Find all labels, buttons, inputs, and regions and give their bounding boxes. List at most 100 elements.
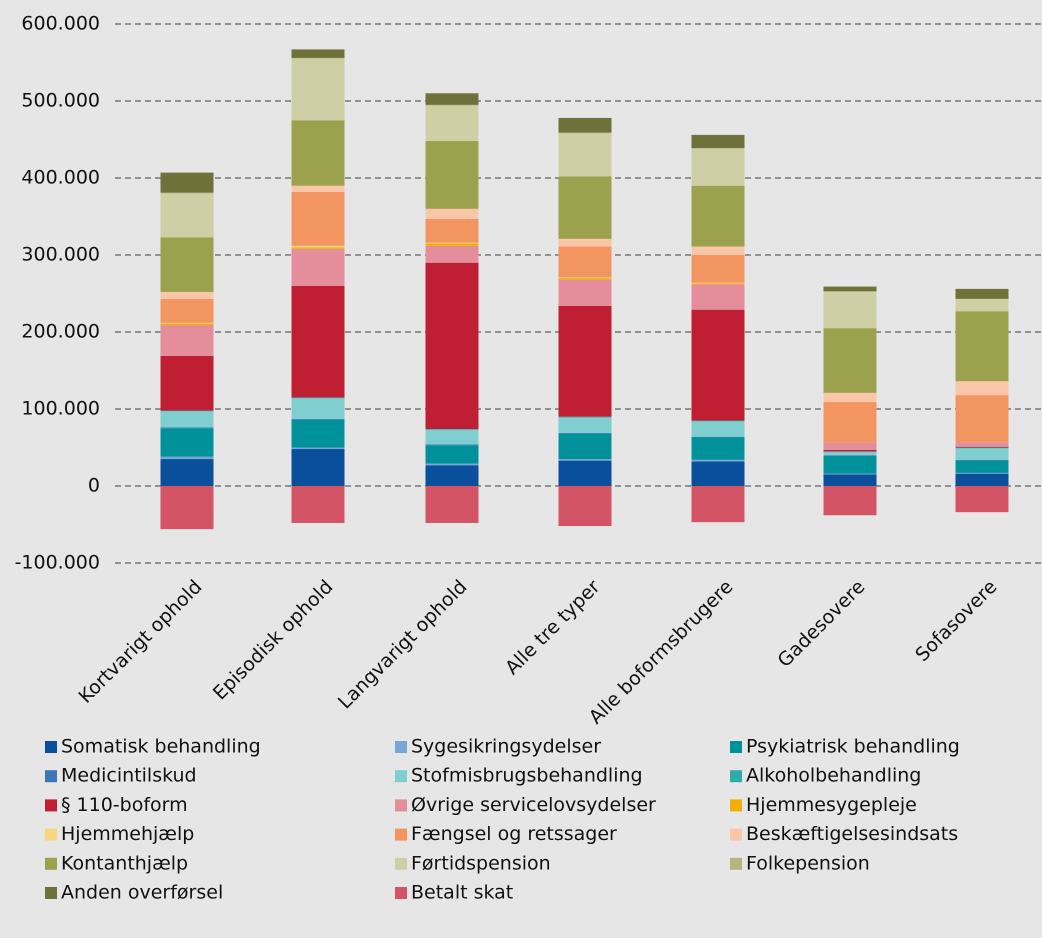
bar-segment <box>823 402 877 443</box>
bar-segment <box>291 248 345 286</box>
bar-segment <box>160 486 214 530</box>
bar-segment <box>291 49 345 58</box>
legend-label: Sygesikringsydelser <box>411 736 601 758</box>
bar-segment <box>955 446 1009 448</box>
bar-segment <box>691 185 745 247</box>
bar-segment <box>823 449 877 452</box>
bar-segment <box>425 105 479 142</box>
bar-segment <box>955 298 1009 312</box>
bar-segment <box>425 243 479 246</box>
legend-swatch <box>45 857 57 870</box>
bar-segment <box>425 465 479 486</box>
legend-label: Stofmisbrugsbehandling <box>411 765 643 787</box>
bar-segment <box>558 246 612 278</box>
legend-label: Fængsel og retssager <box>411 823 617 845</box>
bar-segment <box>558 117 612 133</box>
bar-segment <box>955 473 1009 486</box>
bar-segment <box>291 245 345 248</box>
bar-segment <box>558 277 612 279</box>
bar-segment <box>823 452 877 456</box>
bar-segment <box>425 245 479 263</box>
bar-segment <box>291 285 345 398</box>
legend-swatch <box>45 770 57 783</box>
legend-label: Betalt skat <box>411 882 513 904</box>
bar-segment <box>425 262 479 430</box>
bar-segment <box>823 442 877 450</box>
y-tick-label: -100.000 <box>15 552 100 574</box>
bar-segment <box>425 242 479 244</box>
bar-segment <box>291 419 345 448</box>
legend-label: Folkepension <box>746 852 870 874</box>
legend-swatch <box>730 857 742 870</box>
bar-segment <box>558 417 612 433</box>
bar-segment <box>291 398 345 420</box>
legend-swatch <box>730 770 742 783</box>
bar-segment <box>160 411 214 428</box>
legend-swatch <box>45 741 57 753</box>
x-tick-label: Sofasovere <box>911 576 1001 666</box>
bar-segment <box>425 445 479 464</box>
bar-segment <box>691 282 745 284</box>
x-tick-label: Episodisk ophold <box>209 576 338 705</box>
bar-segment <box>160 298 214 323</box>
bar-segment <box>291 449 345 486</box>
bar-segment <box>160 355 214 411</box>
bar-segment <box>955 459 1009 461</box>
bar-segment <box>691 436 745 438</box>
y-tick-label: 0 <box>88 475 100 497</box>
legend-swatch <box>395 887 407 899</box>
bar-segment <box>558 416 612 418</box>
bar-segment <box>291 247 345 249</box>
bar-segment <box>160 237 214 292</box>
bar-segment <box>291 185 345 192</box>
legend-label: Anden overførsel <box>61 882 223 904</box>
bar-segment <box>691 134 745 148</box>
bar-segment <box>823 291 877 292</box>
bar-segment <box>691 283 745 285</box>
bar-segment <box>558 305 612 417</box>
bar-segment <box>425 93 479 105</box>
bar-segment <box>160 172 214 193</box>
bar-segment <box>691 309 745 421</box>
bar-segment <box>955 447 1009 449</box>
bar-segment <box>823 486 877 516</box>
bar-segment <box>425 444 479 446</box>
x-tick-label: Alle boformsbrugere <box>585 576 738 729</box>
x-tick-label: Alle tre typer <box>501 576 604 679</box>
bar-segment <box>291 486 345 523</box>
legend-label: Somatisk behandling <box>61 736 261 758</box>
bar-segment <box>425 486 479 523</box>
bar-segment <box>160 428 214 457</box>
bar-segment <box>425 429 479 445</box>
bar-segment <box>558 486 612 527</box>
bar-segment <box>160 459 214 486</box>
bar-segment <box>291 419 345 420</box>
legend-swatch <box>45 799 57 812</box>
bar-segment <box>955 442 1009 447</box>
bar-segment <box>558 460 612 486</box>
x-tick-label: Gadesovere <box>773 576 869 672</box>
bar-segment <box>691 420 745 422</box>
legend-label: Hjemmehjælp <box>61 823 194 845</box>
y-tick-label: 100.000 <box>21 398 100 420</box>
bar-segment <box>691 461 745 486</box>
bar-segment <box>558 238 612 247</box>
legend-swatch <box>730 828 742 841</box>
bar-segment <box>691 148 745 186</box>
bar-segment <box>691 421 745 437</box>
bar-segment <box>425 104 479 106</box>
bar-segment <box>558 459 612 461</box>
x-tick-label: Kortvarigt ophold <box>74 576 206 708</box>
bar-segment <box>955 288 1009 299</box>
legend-label: Alkoholbehandling <box>746 765 921 787</box>
bar-segment <box>823 291 877 329</box>
legend-swatch <box>395 770 407 783</box>
y-tick-label: 400.000 <box>21 167 100 189</box>
legend-swatch <box>395 857 407 870</box>
bar-segment <box>558 432 612 434</box>
legend-swatch <box>395 741 407 753</box>
bar-segment <box>823 455 877 474</box>
bar-segment <box>558 132 612 134</box>
bar-segment <box>425 141 479 209</box>
